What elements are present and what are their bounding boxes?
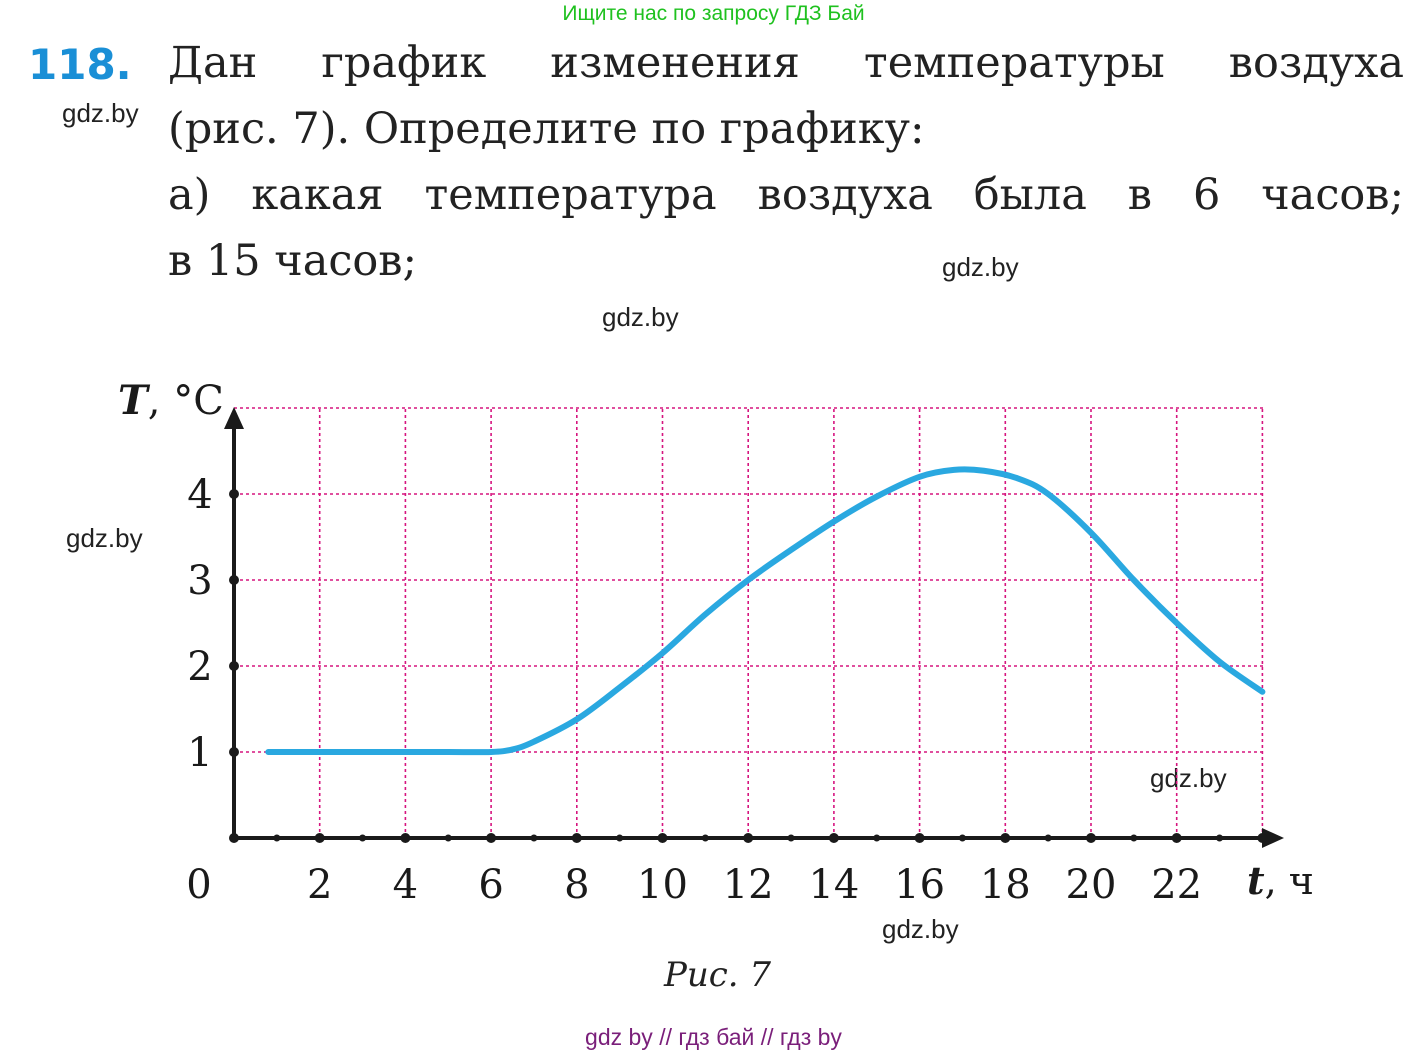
y-tick-label: 4 xyxy=(187,472,212,518)
watermark: gdz.by xyxy=(1150,763,1227,793)
watermark: gdz.by xyxy=(602,302,679,332)
figure-caption: Рис. 7 xyxy=(663,955,772,995)
x-tick-dot xyxy=(1044,834,1052,842)
x-tick-label: 4 xyxy=(393,862,418,908)
x-tick-dot xyxy=(444,834,452,842)
x-tick-label: 22 xyxy=(1151,862,1202,908)
origin-label: 0 xyxy=(186,862,211,908)
y-axis-arrow xyxy=(224,407,244,429)
task-number: 118. xyxy=(28,40,132,89)
task-text-line-2: (рис. 7). Определите по графику: xyxy=(168,104,925,154)
x-tick-dot xyxy=(1257,833,1268,843)
x-tick-dot xyxy=(743,833,754,843)
x-tick-label: 6 xyxy=(478,862,503,908)
task-text-line-1: Дан график изменения температуры воздуха xyxy=(168,38,1404,88)
x-axis-arrow xyxy=(1262,828,1284,848)
x-tick-dot xyxy=(958,834,966,842)
x-tick-dot xyxy=(400,833,411,843)
y-tick-label: 1 xyxy=(187,730,212,776)
y-tick-dot xyxy=(229,575,239,585)
x-tick-label: 16 xyxy=(894,862,945,908)
x-tick-label: 2 xyxy=(307,862,332,908)
x-tick-label: 8 xyxy=(564,862,589,908)
y-tick-dot xyxy=(229,661,239,671)
x-tick-dot xyxy=(530,834,538,842)
y-tick-label: 2 xyxy=(187,644,212,690)
x-tick-dot xyxy=(1000,833,1011,843)
x-tick-dot xyxy=(229,833,239,843)
x-tick-dot xyxy=(359,834,367,842)
x-tick-dot xyxy=(616,834,624,842)
watermark: gdz.by xyxy=(942,252,1019,282)
x-tick-dot xyxy=(1171,833,1182,843)
y-tick-dot xyxy=(229,489,239,499)
x-tick-dot xyxy=(701,834,709,842)
x-tick-dot xyxy=(1216,834,1224,842)
watermark: gdz.by xyxy=(66,523,143,553)
x-tick-dot xyxy=(314,833,325,843)
x-tick-dot xyxy=(571,833,582,843)
x-tick-dot xyxy=(1130,834,1138,842)
task-text-line-3: а) какая температура воздуха была в 6 ча… xyxy=(168,170,1404,220)
x-tick-label: 10 xyxy=(637,862,688,908)
footer-links: gdz by // гдз бай // гдз by xyxy=(585,1024,842,1050)
y-axis-label: T, °C xyxy=(118,377,224,424)
watermark: gdz.by xyxy=(882,914,959,944)
task-text-line-4: в 15 часов; xyxy=(168,236,417,286)
x-tick-label: 12 xyxy=(723,862,774,908)
x-tick-dot xyxy=(486,833,497,843)
x-tick-dot xyxy=(828,833,839,843)
x-tick-label: 14 xyxy=(808,862,859,908)
x-axis-label: t, ч xyxy=(1247,858,1314,903)
x-tick-dot xyxy=(273,834,281,842)
y-tick-dot xyxy=(229,747,239,757)
x-tick-label: 20 xyxy=(1066,862,1117,908)
temperature-series-line xyxy=(265,466,1266,756)
x-tick-dot xyxy=(787,834,795,842)
y-tick-label: 3 xyxy=(187,558,212,604)
x-tick-dot xyxy=(873,834,881,842)
x-tick-dot xyxy=(914,833,925,843)
x-tick-dot xyxy=(657,833,668,843)
x-tick-label: 18 xyxy=(980,862,1031,908)
search-banner: Ищите нас по запросу ГДЗ Бай xyxy=(562,2,865,25)
x-tick-dot xyxy=(1086,833,1096,843)
watermark: gdz.by xyxy=(62,98,139,128)
